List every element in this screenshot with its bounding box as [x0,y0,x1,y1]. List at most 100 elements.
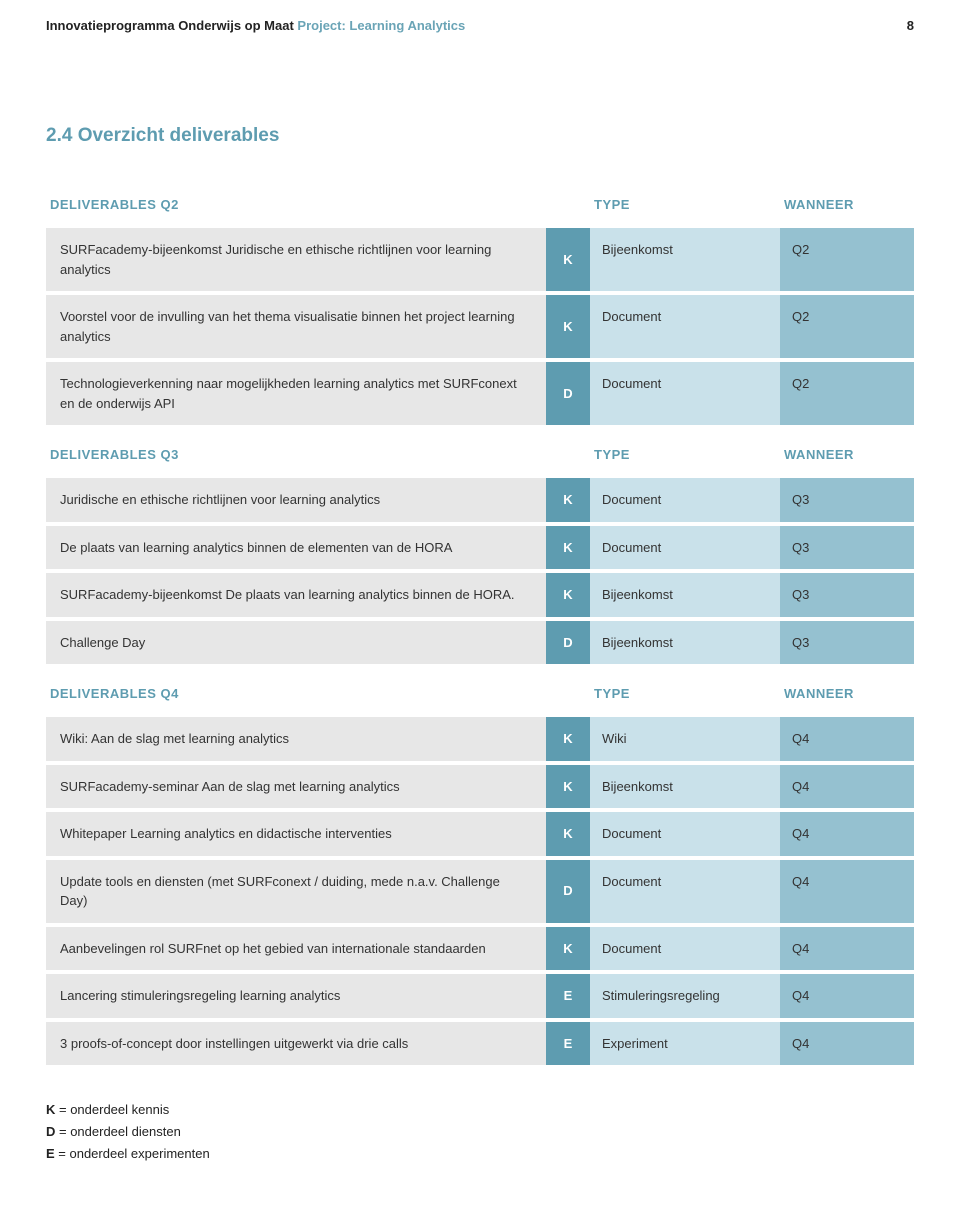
page-number: 8 [907,18,914,33]
cell-type: Bijeenkomst [590,621,780,665]
col-blank [546,429,590,474]
cell-desc: Wiki: Aan de slag met learning analytics [46,717,546,761]
cell-desc: SURFacademy-seminar Aan de slag met lear… [46,765,546,809]
cell-code: D [546,860,590,923]
group-header: DELIVERABLES Q4 TYPEWANNEER [46,668,914,713]
cell-desc: Challenge Day [46,621,546,665]
cell-desc: Aanbevelingen rol SURFnet op het gebied … [46,927,546,971]
cell-desc: Voorstel voor de invulling van het thema… [46,295,546,358]
deliverables-table: DELIVERABLES Q2TYPEWANNEERSURFacademy-bi… [46,175,914,1069]
cell-desc: De plaats van learning analytics binnen … [46,526,546,570]
cell-code: D [546,621,590,665]
cell-when: Q4 [780,927,914,971]
group-heading: DELIVERABLES Q2 [46,179,546,224]
group-heading: DELIVERABLES Q3 [46,429,546,474]
col-wanneer: WANNEER [780,179,914,224]
legend: K = onderdeel kennisD = onderdeel dienst… [46,1099,914,1165]
cell-when: Q2 [780,362,914,425]
cell-desc: 3 proofs-of-concept door instellingen ui… [46,1022,546,1066]
project-name: Project: Learning Analytics [297,18,465,33]
cell-when: Q4 [780,717,914,761]
table-row: SURFacademy-seminar Aan de slag met lear… [46,765,914,809]
cell-code: K [546,765,590,809]
table-row: Update tools en diensten (met SURFconext… [46,860,914,923]
page: Innovatieprogramma Onderwijs op Maat Pro… [0,0,960,1205]
table-row: SURFacademy-bijeenkomst De plaats van le… [46,573,914,617]
cell-type: Document [590,860,780,923]
cell-code: K [546,573,590,617]
col-blank [546,668,590,713]
cell-when: Q4 [780,1022,914,1066]
cell-when: Q2 [780,228,914,291]
col-type: TYPE [590,429,780,474]
cell-type: Stimulerings­regeling [590,974,780,1018]
cell-code: D [546,362,590,425]
cell-code: K [546,478,590,522]
group-header: DELIVERABLES Q2 TYPEWANNEER [46,179,914,224]
cell-when: Q2 [780,295,914,358]
cell-code: E [546,1022,590,1066]
cell-when: Q4 [780,974,914,1018]
col-wanneer: WANNEER [780,429,914,474]
table-row: Aanbevelingen rol SURFnet op het gebied … [46,927,914,971]
col-blank [546,179,590,224]
cell-when: Q4 [780,812,914,856]
program-name: Innovatieprogramma Onderwijs op Maat [46,18,294,33]
legend-line: D = onderdeel diensten [46,1121,914,1143]
group-header: DELIVERABLES Q3 TYPEWANNEER [46,429,914,474]
cell-type: Bijeenkomst [590,765,780,809]
group-heading: DELIVERABLES Q4 [46,668,546,713]
cell-type: Bijeenkomst [590,573,780,617]
cell-type: Experiment [590,1022,780,1066]
col-wanneer: WANNEER [780,668,914,713]
header-left: Innovatieprogramma Onderwijs op Maat Pro… [46,18,465,33]
cell-type: Document [590,812,780,856]
cell-code: K [546,812,590,856]
cell-when: Q3 [780,621,914,665]
cell-desc: SURFacademy-bijeenkomst Juridische en et… [46,228,546,291]
cell-desc: Technologieverkenning naar mogelijkheden… [46,362,546,425]
table-row: Challenge DayDBijeenkomstQ3 [46,621,914,665]
cell-when: Q4 [780,765,914,809]
cell-type: Document [590,478,780,522]
table-row: Technologieverkenning naar mogelijkheden… [46,362,914,425]
cell-type: Document [590,526,780,570]
cell-when: Q3 [780,478,914,522]
table-row: Whitepaper Learning analytics en didacti… [46,812,914,856]
cell-desc: Update tools en diensten (met SURFconext… [46,860,546,923]
legend-text: = onderdeel experimenten [55,1146,210,1161]
section-title: 2.4 Overzicht deliverables [46,125,914,147]
cell-code: K [546,927,590,971]
cell-desc: Juridische en ethische richtlijnen voor … [46,478,546,522]
cell-code: E [546,974,590,1018]
legend-text: = onderdeel diensten [55,1124,180,1139]
table-row: 3 proofs-of-concept door instellingen ui… [46,1022,914,1066]
cell-when: Q4 [780,860,914,923]
table-row: Voorstel voor de invulling van het thema… [46,295,914,358]
col-type: TYPE [590,179,780,224]
cell-desc: Lancering stimuleringsregeling learning … [46,974,546,1018]
table-row: De plaats van learning analytics binnen … [46,526,914,570]
cell-code: K [546,295,590,358]
table-row: Wiki: Aan de slag met learning analytics… [46,717,914,761]
legend-line: K = onderdeel kennis [46,1099,914,1121]
cell-type: Document [590,362,780,425]
cell-desc: SURFacademy-bijeenkomst De plaats van le… [46,573,546,617]
legend-text: = onderdeel kennis [55,1102,169,1117]
cell-code: K [546,526,590,570]
cell-code: K [546,228,590,291]
table-row: Juridische en ethische richtlijnen voor … [46,478,914,522]
cell-when: Q3 [780,573,914,617]
cell-desc: Whitepaper Learning analytics en didacti… [46,812,546,856]
cell-when: Q3 [780,526,914,570]
legend-line: E = onderdeel experimenten [46,1143,914,1165]
cell-type: Document [590,295,780,358]
legend-key: K [46,1102,55,1117]
table-row: Lancering stimuleringsregeling learning … [46,974,914,1018]
cell-type: Bijeenkomst [590,228,780,291]
table-row: SURFacademy-bijeenkomst Juridische en et… [46,228,914,291]
legend-key: D [46,1124,55,1139]
col-type: TYPE [590,668,780,713]
running-header: Innovatieprogramma Onderwijs op Maat Pro… [46,0,914,33]
legend-key: E [46,1146,55,1161]
